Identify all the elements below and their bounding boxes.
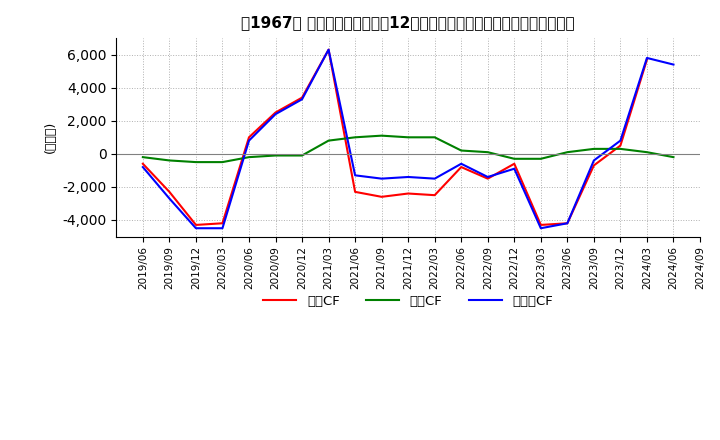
フリーCF [536,226,545,231]
Y-axis label: (百万円): (百万円) [44,121,57,154]
フリーCF [643,55,652,61]
投資CF [138,154,147,160]
投資CF [271,153,280,158]
営業CF [483,176,492,181]
営業CF [536,222,545,227]
営業CF [404,191,413,196]
投資CF [457,148,466,153]
Line: 投資CF: 投資CF [143,136,673,162]
営業CF [245,135,253,140]
営業CF [351,189,359,194]
フリーCF [324,47,333,52]
営業CF [616,143,625,148]
フリーCF [431,176,439,181]
Line: フリーCF: フリーCF [143,50,673,228]
投資CF [431,135,439,140]
投資CF [563,150,572,155]
フリーCF [377,176,386,181]
Title: 　1967、 キャッシュフローの12か月移動合計の対前年同期増減額の推移: 1967、 キャッシュフローの12か月移動合計の対前年同期増減額の推移 [241,15,575,30]
フリーCF [218,226,227,231]
フリーCF [483,174,492,180]
フリーCF [298,97,307,102]
フリーCF [271,111,280,117]
営業CF [271,110,280,115]
営業CF [643,57,652,62]
投資CF [165,158,174,163]
フリーCF [192,226,200,231]
営業CF [138,161,147,166]
投資CF [669,154,678,160]
フリーCF [590,158,598,163]
投資CF [324,138,333,143]
投資CF [377,133,386,138]
フリーCF [351,172,359,178]
投資CF [536,156,545,161]
営業CF [590,163,598,168]
フリーCF [138,165,147,170]
営業CF [431,193,439,198]
投資CF [192,159,200,165]
Line: 営業CF: 営業CF [143,50,647,225]
営業CF [165,189,174,194]
フリーCF [510,166,518,171]
フリーCF [404,174,413,180]
Legend: 営業CF, 投資CF, フリーCF: 営業CF, 投資CF, フリーCF [258,290,558,313]
投資CF [590,146,598,151]
投資CF [643,150,652,155]
投資CF [510,156,518,161]
営業CF [192,222,200,227]
フリーCF [457,161,466,166]
営業CF [510,161,518,166]
投資CF [351,135,359,140]
営業CF [563,220,572,226]
投資CF [245,154,253,160]
投資CF [404,135,413,140]
営業CF [457,165,466,170]
フリーCF [616,138,625,143]
投資CF [616,146,625,151]
営業CF [377,194,386,199]
フリーCF [165,196,174,201]
投資CF [218,159,227,165]
営業CF [218,220,227,226]
フリーCF [563,220,572,226]
投資CF [483,150,492,155]
営業CF [298,95,307,100]
営業CF [324,47,333,52]
投資CF [298,153,307,158]
フリーCF [669,62,678,67]
フリーCF [245,138,253,143]
